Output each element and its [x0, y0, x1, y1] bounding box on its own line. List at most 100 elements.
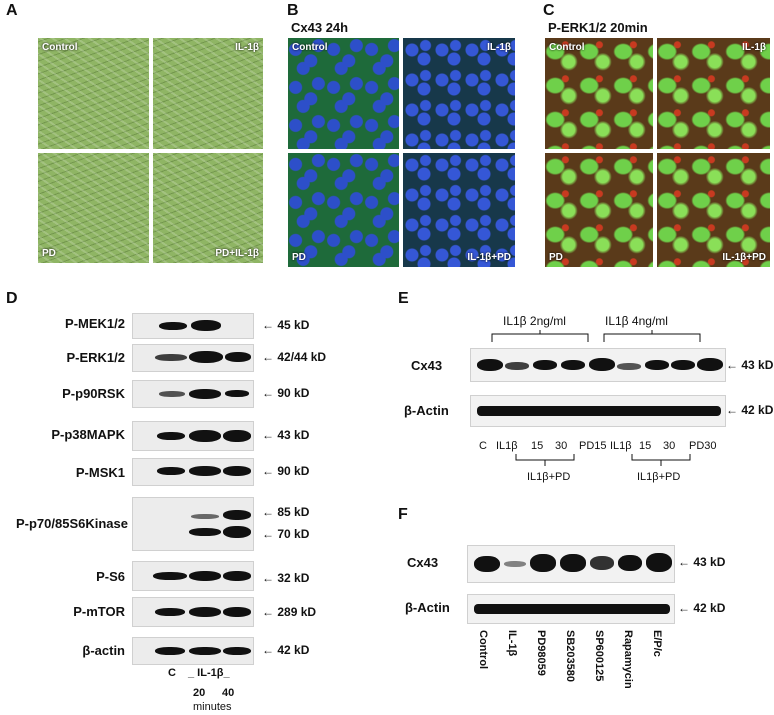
blot-d-label-actin: β-actin — [82, 643, 125, 658]
panel-e-size-cx43-text: 43 kD — [741, 358, 774, 372]
blot-d-label-msk: P-MSK1 — [75, 465, 125, 480]
panel-f-size-actin-text: 42 kD — [693, 601, 726, 615]
blot-d-size-actin-text: 42 kD — [277, 643, 310, 657]
panel-e-size-actin-text: 42 kD — [741, 403, 774, 417]
panel-b-il1b-pd-label: IL-1β+PD — [467, 252, 511, 263]
panel-c-il1b-pd-image: IL-1β+PD — [657, 153, 770, 267]
panel-a-control-label: Control — [42, 42, 78, 53]
blot-d-size-mek-text: 45 kD — [277, 318, 310, 332]
blot-d-size-msk: ← 90 kD — [262, 464, 310, 478]
panel-e-lane-8: PD30 — [689, 440, 717, 452]
panel-c-letter: C — [543, 2, 555, 19]
panel-c-pd-label: PD — [549, 252, 563, 263]
panel-e-lane-7: 30 — [663, 440, 676, 452]
panel-e-strip-cx43 — [470, 348, 726, 382]
panel-e-sub1: IL1β+PD — [527, 471, 571, 483]
panel-a-pd-label: PD — [42, 248, 56, 259]
panel-e-group2: IL1β 4ng/ml — [605, 314, 668, 328]
panel-a-pd-image: PD — [38, 153, 149, 263]
blot-d-size-mtor: ← 289 kD — [262, 605, 317, 619]
blot-d-label-p70: P-p70/85S6Kinase — [15, 516, 128, 531]
panel-f-lane-2: PD98059 — [535, 630, 547, 676]
panel-e-lane-0: C — [479, 440, 487, 452]
panel-f-label-cx43: Cx43 — [407, 555, 439, 570]
blot-d-strip-actin — [132, 637, 254, 665]
panel-d-letter: D — [6, 290, 18, 307]
panel-e-sub-brackets — [515, 454, 691, 466]
panel-c-il1b-pd-label: IL-1β+PD — [722, 252, 766, 263]
panel-e-sub2: IL1β+PD — [637, 471, 681, 483]
panel-e-lane-2: 15 — [531, 440, 544, 452]
blot-d-label-mtor: P-mTOR — [73, 604, 125, 619]
panel-b-il1b-image: IL-1β — [403, 38, 515, 149]
panel-b-control-label: Control — [292, 42, 328, 53]
panel-d-time-40: 40 — [222, 687, 235, 699]
panel-e-lane-1: IL1β — [496, 440, 518, 452]
panel-e-group1: IL1β 2ng/ml — [503, 314, 566, 328]
panel-a-letter: A — [6, 2, 18, 19]
panel-c-control-label: Control — [549, 42, 585, 53]
blot-d-size-erk-text: 42/44 kD — [277, 350, 327, 364]
panel-b-title: Cx43 24h — [291, 20, 349, 35]
panel-f-lane-4: SP600125 — [593, 630, 605, 682]
blot-d-size-p70-text: 70 kD — [277, 527, 310, 541]
blot-d-strip-mtor — [132, 597, 254, 627]
panel-c-title: P-ERK1/2 20min — [548, 20, 648, 35]
blot-d-label-p38: P-p38MAPK — [51, 427, 125, 442]
blot-d-strip-msk — [132, 458, 254, 486]
blot-d-size-erk: ← 42/44 kD — [262, 350, 327, 364]
blot-d-strip-s6 — [132, 561, 254, 591]
panel-f-lane-5: Rapamycin — [622, 630, 634, 689]
panel-a-control-image: Control — [38, 38, 149, 149]
panel-a-il1b-image: IL-1β — [153, 38, 263, 149]
blot-d-strip-mek — [132, 313, 254, 339]
panel-f-lane-1: IL-1β — [506, 630, 518, 657]
blot-d-size-mtor-text: 289 kD — [277, 605, 317, 619]
panel-f-lane-6: E/P/c — [651, 630, 663, 657]
panel-b-il1b-pd-image: IL-1β+PD — [403, 153, 515, 267]
panel-a-pd-il1b-label: PD+IL-1β — [215, 248, 259, 259]
blot-d-size-p70: ← 70 kD — [262, 527, 310, 541]
panel-f-strip-cx43 — [467, 545, 675, 583]
blot-d-strip-erk — [132, 344, 254, 372]
blot-d-size-p85-text: 85 kD — [277, 505, 310, 519]
blot-d-size-msk-text: 90 kD — [277, 464, 310, 478]
panel-f-lane-3: SB203580 — [564, 630, 576, 682]
blot-d-size-mek: ← 45 kD — [262, 318, 310, 332]
panel-e-label-cx43: Cx43 — [411, 358, 443, 373]
panel-f-letter: F — [398, 506, 408, 523]
panel-e-size-actin: ← 42 kD — [726, 403, 774, 417]
panel-e-strip-actin — [470, 395, 726, 427]
panel-e-lane-3: 30 — [555, 440, 568, 452]
blot-d-size-s6: ← 32 kD — [262, 571, 310, 585]
panel-b-letter: B — [287, 2, 299, 19]
panel-f-label-actin: β-Actin — [405, 600, 450, 615]
blot-d-strip-rsk — [132, 380, 254, 408]
blot-d-label-rsk: P-p90RSK — [62, 386, 125, 401]
panel-e-size-cx43: ← 43 kD — [726, 358, 774, 372]
panel-d-lane-c: C — [168, 667, 176, 679]
blot-d-label-mek: P-MEK1/2 — [65, 316, 125, 331]
blot-d-size-rsk-text: 90 kD — [277, 386, 310, 400]
blot-d-size-actin: ← 42 kD — [262, 643, 310, 657]
blot-d-size-p38: ← 43 kD — [262, 428, 310, 442]
panel-d-time-20: 20 — [193, 687, 206, 699]
panel-c-pd-image: PD — [545, 153, 653, 267]
panel-a-il1b-label: IL-1β — [235, 42, 259, 53]
panel-a-pd-il1b-image: PD+IL-1β — [153, 153, 263, 263]
blot-d-size-rsk: ← 90 kD — [262, 386, 310, 400]
panel-e-lane-4: PD15 — [579, 440, 607, 452]
panel-f-size-cx43-text: 43 kD — [693, 555, 726, 569]
panel-c-il1b-label: IL-1β — [742, 42, 766, 53]
blot-d-label-s6: P-S6 — [96, 569, 125, 584]
panel-e-lane-6: 15 — [639, 440, 652, 452]
blot-d-label-erk: P-ERK1/2 — [66, 350, 125, 365]
panel-b-pd-label: PD — [292, 252, 306, 263]
panel-f-strip-actin — [467, 594, 675, 624]
panel-e-label-actin: β-Actin — [404, 403, 449, 418]
panel-f-size-actin: ← 42 kD — [678, 601, 726, 615]
panel-c-il1b-image: IL-1β — [657, 38, 770, 149]
blot-d-size-p38-text: 43 kD — [277, 428, 310, 442]
panel-e-group-brackets — [491, 330, 701, 342]
blot-d-strip-p70 — [132, 497, 254, 551]
